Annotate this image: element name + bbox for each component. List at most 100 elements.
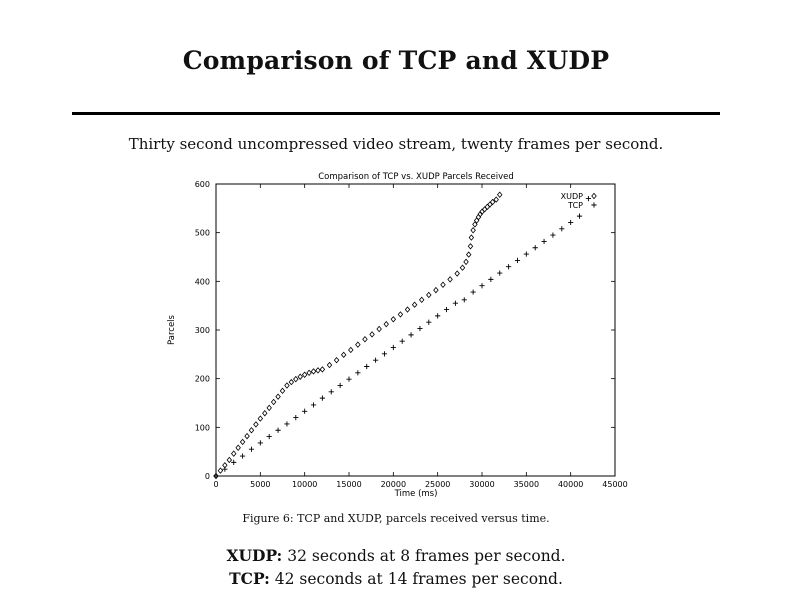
data-point-tcp bbox=[346, 376, 352, 382]
data-point-xudp bbox=[244, 432, 250, 440]
slide-title: Comparison of TCP and XUDP bbox=[182, 46, 610, 75]
data-point-xudp bbox=[355, 341, 361, 348]
data-point-tcp bbox=[328, 389, 334, 395]
y-tick-label: 0 bbox=[205, 472, 210, 481]
y-tick-label: 500 bbox=[195, 229, 210, 238]
data-point-tcp bbox=[417, 325, 423, 332]
data-point-tcp bbox=[443, 306, 450, 313]
x-tick-label: 5000 bbox=[250, 480, 270, 489]
data-point-xudp bbox=[293, 375, 299, 383]
summary-tcp-text: 42 seconds at 14 frames per second. bbox=[274, 570, 563, 588]
summary-xudp-label: XUDP: bbox=[226, 546, 283, 565]
data-point-xudp bbox=[262, 410, 268, 417]
data-point-tcp bbox=[337, 382, 343, 389]
data-point-xudp bbox=[447, 276, 453, 283]
data-point-xudp bbox=[481, 206, 488, 213]
data-point-tcp bbox=[568, 219, 574, 226]
x-tick-label: 15000 bbox=[336, 480, 361, 489]
data-point-tcp bbox=[266, 433, 272, 440]
summary-tcp: TCP: 42 seconds at 14 frames per second. bbox=[0, 569, 792, 588]
data-point-xudp bbox=[468, 234, 475, 241]
data-point-xudp bbox=[487, 201, 493, 208]
data-point-xudp bbox=[369, 331, 375, 338]
data-point-tcp bbox=[514, 257, 521, 264]
x-tick-label: 30000 bbox=[469, 480, 494, 489]
y-tick-label: 400 bbox=[195, 277, 210, 286]
scatter-chart: Comparison of TCP vs. XUDP Parcels Recei… bbox=[167, 172, 628, 499]
data-point-tcp bbox=[240, 453, 246, 459]
slide-subtitle: Thirty second uncompressed video stream,… bbox=[128, 135, 664, 153]
data-point-tcp bbox=[559, 226, 565, 232]
data-point-xudp bbox=[326, 361, 333, 369]
data-point-xudp bbox=[497, 191, 503, 198]
data-point-tcp bbox=[576, 213, 583, 219]
data-point-tcp bbox=[585, 196, 591, 202]
data-point-tcp bbox=[355, 370, 361, 376]
data-point-xudp bbox=[433, 286, 439, 294]
data-point-xudp bbox=[248, 427, 255, 434]
data-point-xudp bbox=[340, 351, 347, 359]
title-divider bbox=[72, 112, 720, 115]
data-point-xudp bbox=[270, 398, 277, 406]
data-point-tcp bbox=[479, 283, 485, 289]
data-point-tcp bbox=[497, 270, 503, 276]
data-point-xudp bbox=[310, 368, 317, 375]
data-point-xudp bbox=[489, 198, 496, 206]
data-point-xudp bbox=[306, 369, 312, 377]
data-point-xudp bbox=[454, 270, 460, 277]
data-point-xudp bbox=[231, 450, 237, 457]
data-point-xudp bbox=[426, 291, 432, 299]
data-point-xudp bbox=[279, 387, 286, 395]
figure-caption: Figure 6: TCP and XUDP, parcels received… bbox=[242, 512, 550, 525]
x-tick-label: 25000 bbox=[425, 480, 450, 489]
y-tick-label: 200 bbox=[195, 375, 210, 384]
data-point-tcp bbox=[390, 344, 396, 351]
data-point-xudp bbox=[217, 467, 224, 474]
data-point-tcp bbox=[213, 473, 219, 479]
data-point-xudp bbox=[284, 382, 290, 389]
data-point-tcp bbox=[257, 440, 263, 446]
x-tick-label: 10000 bbox=[292, 480, 317, 489]
data-point-tcp bbox=[310, 402, 317, 408]
legend-label-xudp: XUDP bbox=[561, 192, 583, 201]
data-point-xudp bbox=[383, 320, 389, 328]
summary-xudp: XUDP: 32 seconds at 8 frames per second. bbox=[0, 546, 792, 565]
data-point-xudp bbox=[493, 196, 499, 203]
data-point-tcp bbox=[373, 357, 379, 363]
data-point-tcp bbox=[550, 232, 556, 238]
data-point-tcp bbox=[470, 289, 476, 295]
data-point-tcp bbox=[452, 300, 458, 306]
data-point-tcp bbox=[461, 297, 467, 303]
legend-label-tcp: TCP bbox=[567, 201, 583, 210]
data-point-xudp bbox=[404, 306, 411, 313]
data-point-xudp bbox=[440, 281, 446, 288]
data-point-xudp bbox=[418, 296, 425, 304]
x-axis-label: Time (ms) bbox=[394, 489, 438, 499]
data-point-xudp bbox=[362, 336, 368, 343]
series-tcp bbox=[213, 196, 591, 479]
data-point-tcp bbox=[302, 408, 308, 414]
data-point-tcp bbox=[275, 427, 281, 433]
data-point-xudp bbox=[376, 325, 382, 333]
data-point-tcp bbox=[319, 395, 325, 401]
y-tick-label: 100 bbox=[195, 423, 210, 432]
y-axis-label: Parcels bbox=[167, 314, 177, 345]
data-point-tcp bbox=[231, 459, 237, 465]
summary-xudp-text: 32 seconds at 8 frames per second. bbox=[287, 547, 566, 565]
data-point-xudp bbox=[226, 456, 233, 464]
x-tick-label: 35000 bbox=[514, 480, 539, 489]
data-point-tcp bbox=[541, 238, 547, 245]
data-point-xudp bbox=[315, 367, 321, 374]
data-point-tcp bbox=[488, 276, 494, 282]
y-tick-label: 600 bbox=[195, 180, 210, 189]
data-point-xudp bbox=[275, 393, 281, 400]
data-point-xudp bbox=[288, 378, 295, 386]
data-point-xudp bbox=[463, 258, 469, 266]
x-tick-label: 45000 bbox=[602, 480, 627, 489]
data-point-tcp bbox=[248, 446, 255, 452]
y-tick-label: 300 bbox=[195, 326, 210, 335]
legend-marker-tcp bbox=[591, 202, 597, 208]
x-tick-label: 0 bbox=[213, 480, 218, 489]
data-point-xudp bbox=[470, 227, 476, 234]
data-point-tcp bbox=[364, 363, 370, 370]
